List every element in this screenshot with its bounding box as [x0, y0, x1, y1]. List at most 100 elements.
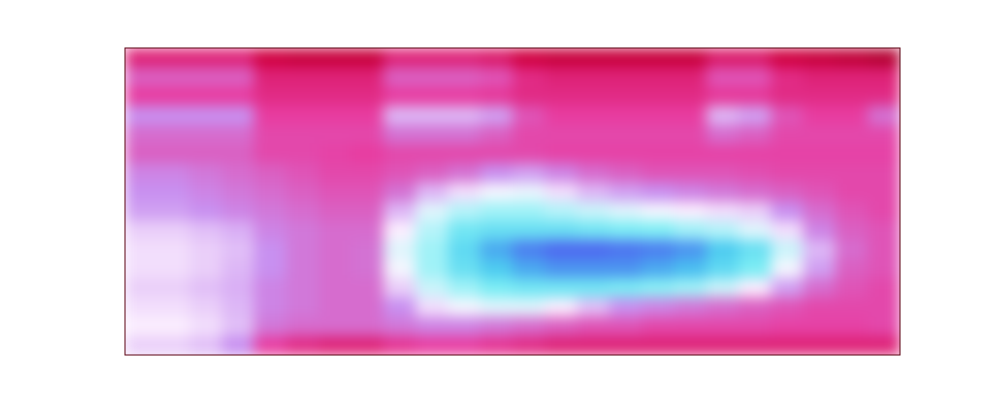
heatmap-cells [125, 48, 900, 355]
heatmap-cell [803, 336, 836, 355]
heatmap-cell [609, 259, 642, 279]
heatmap-cell [190, 278, 223, 298]
heatmap-cell [254, 106, 287, 126]
heatmap-cell [222, 67, 255, 87]
heatmap-cell [286, 259, 319, 279]
heatmap-cell [480, 278, 513, 298]
heatmap-cell [868, 278, 900, 298]
heatmap-cell [157, 182, 190, 202]
heatmap-cell [351, 317, 384, 337]
heatmap-cell [416, 48, 449, 68]
heatmap-cell [319, 240, 352, 260]
heatmap-cell [351, 202, 384, 222]
heatmap-cell [125, 182, 158, 202]
heatmap-cell [674, 317, 707, 337]
heatmap-cell [803, 278, 836, 298]
heatmap-cell [868, 106, 900, 126]
heatmap-cell [545, 297, 578, 317]
heatmap-cell [868, 297, 900, 317]
heatmap-cell [286, 240, 319, 260]
heatmap-cell [383, 163, 416, 183]
heatmap-cell [771, 67, 804, 87]
heatmap-cell [319, 336, 352, 355]
heatmap-cell [222, 125, 255, 145]
heatmap-cell [803, 125, 836, 145]
heatmap-cell [609, 144, 642, 164]
heatmap-cell [125, 144, 158, 164]
heatmap-cell [190, 125, 223, 145]
heatmap-cell [222, 144, 255, 164]
heatmap-cell [513, 202, 546, 222]
heatmap-cell [319, 221, 352, 241]
heatmap-cell [835, 86, 868, 106]
heatmap-cell [416, 278, 449, 298]
heatmap-cell [416, 163, 449, 183]
plot-area [125, 48, 900, 355]
heatmap-cell [577, 182, 610, 202]
heatmap-cell [125, 278, 158, 298]
heatmap-cell [803, 259, 836, 279]
heatmap-cell [868, 259, 900, 279]
heatmap-cell [125, 163, 158, 183]
heatmap-cell [448, 278, 481, 298]
heatmap-cell [448, 221, 481, 241]
heatmap-cell [383, 240, 416, 260]
heatmap-cell [706, 336, 739, 355]
heatmap-cell [674, 106, 707, 126]
heatmap-cell [480, 202, 513, 222]
heatmap-cell [125, 317, 158, 337]
heatmap-cell [674, 259, 707, 279]
heatmap-cell [222, 48, 255, 68]
heatmap-cell [609, 317, 642, 337]
heatmap-cell [383, 67, 416, 87]
heatmap-cell [771, 336, 804, 355]
heatmap-cell [351, 48, 384, 68]
heatmap-cell [416, 86, 449, 106]
heatmap-cell [383, 317, 416, 337]
heatmap-cell [351, 125, 384, 145]
heatmap-cell [383, 182, 416, 202]
heatmap-cell [351, 221, 384, 241]
heatmap-cell [319, 67, 352, 87]
heatmap-cell [190, 144, 223, 164]
heatmap-cell [125, 67, 158, 87]
heatmap-cell [157, 48, 190, 68]
heatmap-cell [577, 240, 610, 260]
heatmap-cell [739, 163, 772, 183]
heatmap-cell [190, 67, 223, 87]
heatmap-cell [803, 67, 836, 87]
heatmap-cell [739, 317, 772, 337]
heatmap-cell [609, 86, 642, 106]
heatmap-cell [480, 297, 513, 317]
heatmap-cell [835, 259, 868, 279]
heatmap-cell [513, 221, 546, 241]
heatmap-cell [739, 182, 772, 202]
heatmap-cell [125, 336, 158, 355]
heatmap-cell [545, 202, 578, 222]
heatmap-cell [383, 125, 416, 145]
heatmap-cell [835, 182, 868, 202]
heatmap-cell [513, 86, 546, 106]
heatmap-cell [319, 125, 352, 145]
heatmap-cell [222, 202, 255, 222]
heatmap-cell [577, 48, 610, 68]
heatmap-cell [383, 106, 416, 126]
heatmap-cell [254, 144, 287, 164]
heatmap-cell [319, 297, 352, 317]
heatmap-cell [674, 278, 707, 298]
heatmap-cell [157, 86, 190, 106]
heatmap-cell [609, 336, 642, 355]
heatmap-cell [706, 221, 739, 241]
heatmap-cell [480, 106, 513, 126]
heatmap-cell [868, 182, 900, 202]
heatmap-cell [254, 48, 287, 68]
heatmap-cell [222, 278, 255, 298]
heatmap-cell [222, 297, 255, 317]
heatmap-cell [351, 297, 384, 317]
heatmap-cell [577, 86, 610, 106]
heatmap-cell [383, 221, 416, 241]
heatmap-cell [157, 67, 190, 87]
heatmap-cell [222, 336, 255, 355]
heatmap-cell [674, 48, 707, 68]
heatmap-cell [190, 240, 223, 260]
